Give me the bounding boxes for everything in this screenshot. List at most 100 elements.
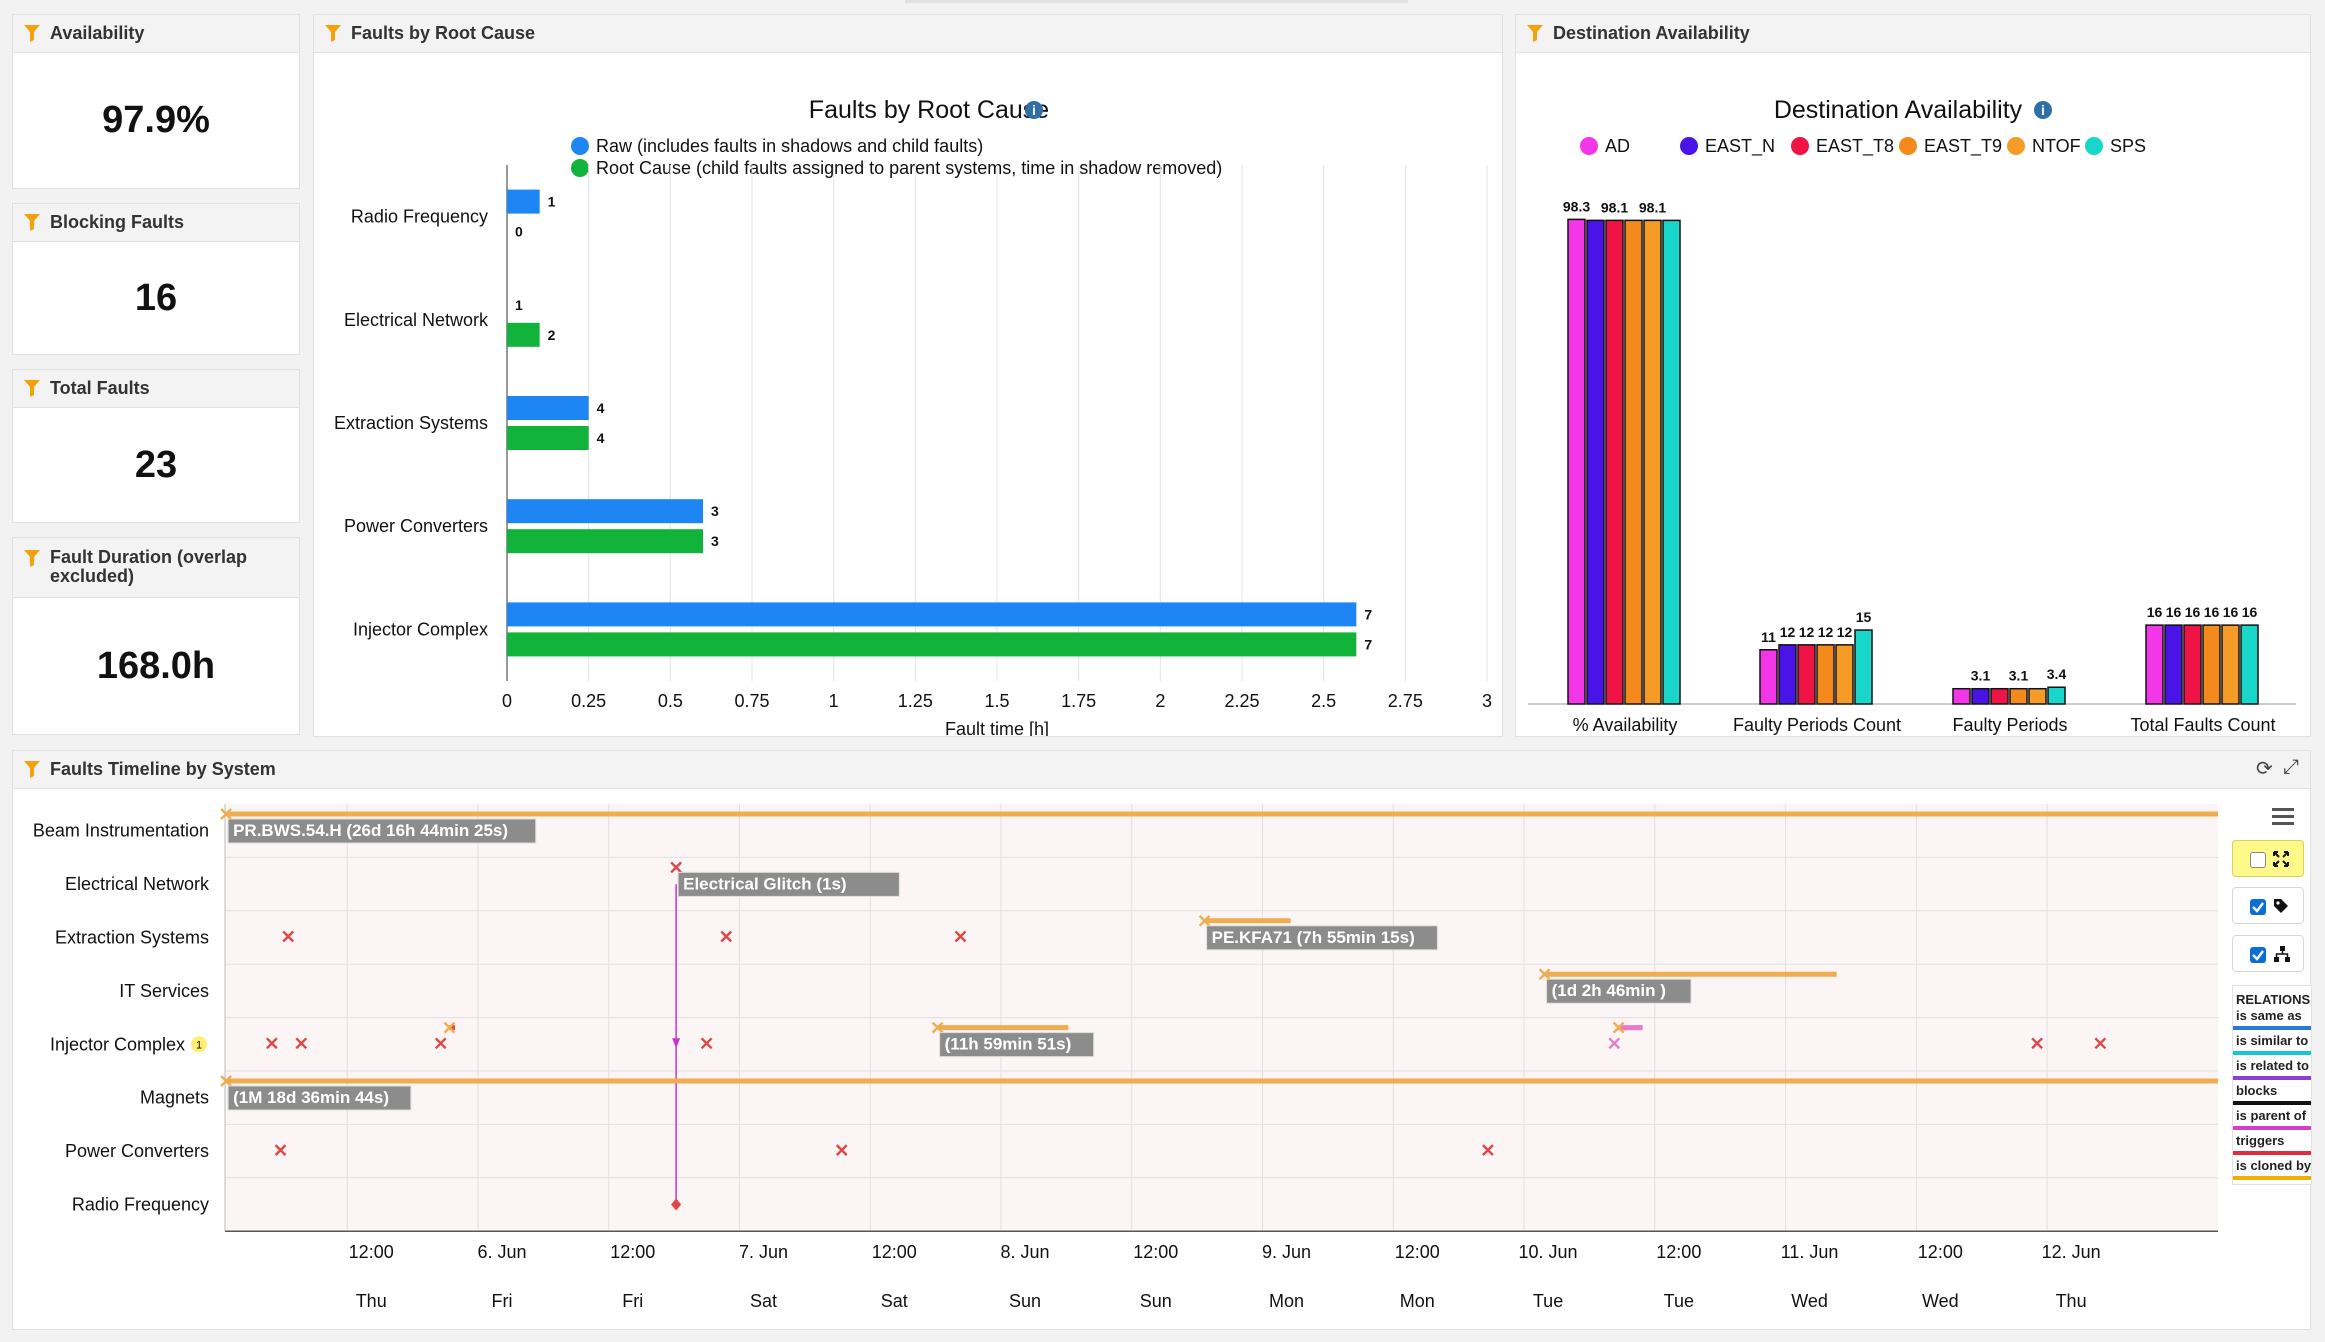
- refresh-icon[interactable]: ⟳: [2256, 758, 2273, 780]
- x-tick-label: 0.5: [658, 691, 683, 711]
- column-east_t8: [1990, 687, 2009, 705]
- kpi-availability-value: 97.9%: [102, 99, 210, 141]
- time-tick-label: 7. Jun: [739, 1242, 788, 1262]
- event-label-text: (1M 18d 36min 44s): [233, 1088, 389, 1107]
- legend-label-0: Raw (includes faults in shadows and chil…: [596, 136, 983, 156]
- time-tick-weekday: Tue: [1533, 1291, 1563, 1311]
- filter-icon[interactable]: [1527, 25, 1543, 42]
- legend-marker-east_t8: [1791, 137, 1809, 155]
- time-tick-label: 11. Jun: [1781, 1242, 1839, 1262]
- column-ad: [1567, 218, 1586, 705]
- time-tick-weekday: Wed: [1791, 1291, 1828, 1311]
- row-badge: [191, 1036, 207, 1053]
- column-value-label: 98.1: [1639, 199, 1666, 215]
- legend-marker-1: [571, 159, 589, 177]
- timeline-header-title: Faults Timeline by System: [50, 759, 276, 779]
- time-tick-label: 8. Jun: [1000, 1242, 1049, 1262]
- bar-raw: [507, 396, 589, 420]
- category-label: Radio Frequency: [351, 207, 488, 227]
- bar-start-marker: [220, 808, 232, 820]
- labels-checkbox[interactable]: [2250, 899, 2266, 915]
- legend-marker-ad: [1580, 137, 1598, 155]
- labels-toggle-button[interactable]: [2232, 887, 2304, 924]
- fit-toggle-button[interactable]: [2232, 840, 2304, 877]
- event-label: (1d 2h 46min ): [1546, 978, 1692, 1004]
- column-value-label: 15: [1856, 609, 1872, 625]
- filter-icon[interactable]: [24, 550, 40, 567]
- relation-label: triggers: [2236, 1133, 2285, 1148]
- kpi-total-faults-header: Total Faults: [13, 370, 299, 408]
- event-label-box: [227, 818, 537, 844]
- info-icon: i: [1025, 101, 1043, 119]
- fault-marker: [720, 930, 733, 943]
- row-label: Electrical Network: [65, 874, 210, 894]
- filter-icon[interactable]: [24, 25, 40, 42]
- column-sps: [2047, 686, 2066, 705]
- fault-marker: [2094, 1037, 2107, 1050]
- bar-start-marker: [931, 1021, 944, 1034]
- fault-marker: [700, 1037, 713, 1050]
- x-tick-label: 1: [829, 691, 839, 711]
- destination-availability-header: Destination Availability: [1516, 15, 2310, 53]
- top-tab-edge: [905, 0, 1408, 3]
- expand-icon[interactable]: ⤢: [2283, 756, 2299, 778]
- relation-end-marker: [671, 1198, 682, 1211]
- legend-marker-0: [571, 137, 589, 155]
- relation-color-line: [2233, 1176, 2311, 1180]
- fit-icon: [2273, 851, 2289, 867]
- legend-marker-sps: [2085, 137, 2103, 155]
- legend-label-east_t9: EAST_T9: [1924, 136, 2002, 157]
- column-value-label: 12: [1837, 624, 1853, 640]
- time-tick-label: 12:00: [1395, 1242, 1440, 1262]
- bar-value-label: 4: [597, 400, 605, 416]
- bar-root-cause: [507, 632, 1357, 657]
- filter-icon[interactable]: [325, 25, 341, 42]
- bar-value-label: 0: [515, 224, 523, 240]
- bar-value-label: 7: [1364, 636, 1372, 652]
- hierarchy-checkbox[interactable]: [2250, 947, 2266, 963]
- fit-checkbox[interactable]: [2250, 852, 2266, 868]
- bar-raw: [507, 602, 1357, 627]
- event-label-text: Electrical Glitch (1s): [683, 874, 846, 893]
- time-tick-weekday: Mon: [1400, 1291, 1435, 1311]
- x-tick-label: 0: [502, 691, 512, 711]
- column-value-label: 16: [2223, 604, 2239, 620]
- filter-icon[interactable]: [24, 380, 40, 397]
- legend-label-1: Root Cause (child faults assigned to par…: [596, 158, 1222, 178]
- hierarchy-toggle-button[interactable]: [2232, 935, 2304, 972]
- relation-label: is similar to: [2236, 1033, 2309, 1048]
- legend-label-east_t8: EAST_T8: [1816, 136, 1894, 157]
- category-label: Faulty Periods Count: [1733, 715, 1901, 735]
- destination-availability-panel: Destination Availability Destination Ava…: [1515, 14, 2311, 757]
- legend-marker-ntof: [2007, 137, 2025, 155]
- filter-icon[interactable]: [24, 761, 40, 778]
- destination-availability-chart: Destination Availability i AD EAST_N EAST_T8…: [1528, 96, 2296, 757]
- category-label: Faulty Periods: [1952, 715, 2067, 735]
- column-value-label: 16: [2147, 604, 2163, 620]
- column-sps: [1854, 629, 1873, 705]
- relation-color-line: [2233, 1151, 2311, 1155]
- legend-marker-east_t9: [1899, 137, 1917, 155]
- time-tick-label: 12:00: [349, 1242, 394, 1262]
- event-label: (1M 18d 36min 44s): [227, 1085, 412, 1111]
- column-ntof: [2221, 624, 2240, 705]
- filter-icon[interactable]: [24, 214, 40, 231]
- kpi-blocking-faults-panel: Blocking Faults 16: [12, 203, 300, 355]
- category-label: Injector Complex: [353, 619, 488, 639]
- column-east_t9: [1624, 219, 1643, 705]
- bar-value-label: 1: [515, 297, 523, 313]
- menu-icon[interactable]: [2272, 807, 2294, 825]
- time-tick-weekday: Fri: [622, 1291, 643, 1311]
- legend-marker-east_n: [1680, 137, 1698, 155]
- fault-marker: [835, 1144, 848, 1156]
- event-label-box: [227, 1085, 412, 1111]
- column-east_t8: [1797, 644, 1816, 705]
- row-label: Injector Complex: [50, 1034, 185, 1054]
- row-label: Radio Frequency: [72, 1195, 209, 1215]
- column-ad: [2145, 624, 2164, 705]
- column-sps: [1662, 219, 1681, 705]
- time-tick-label: 12:00: [872, 1242, 917, 1262]
- kpi-availability-title: Availability: [50, 23, 145, 43]
- info-icon-circle: [1025, 101, 1043, 119]
